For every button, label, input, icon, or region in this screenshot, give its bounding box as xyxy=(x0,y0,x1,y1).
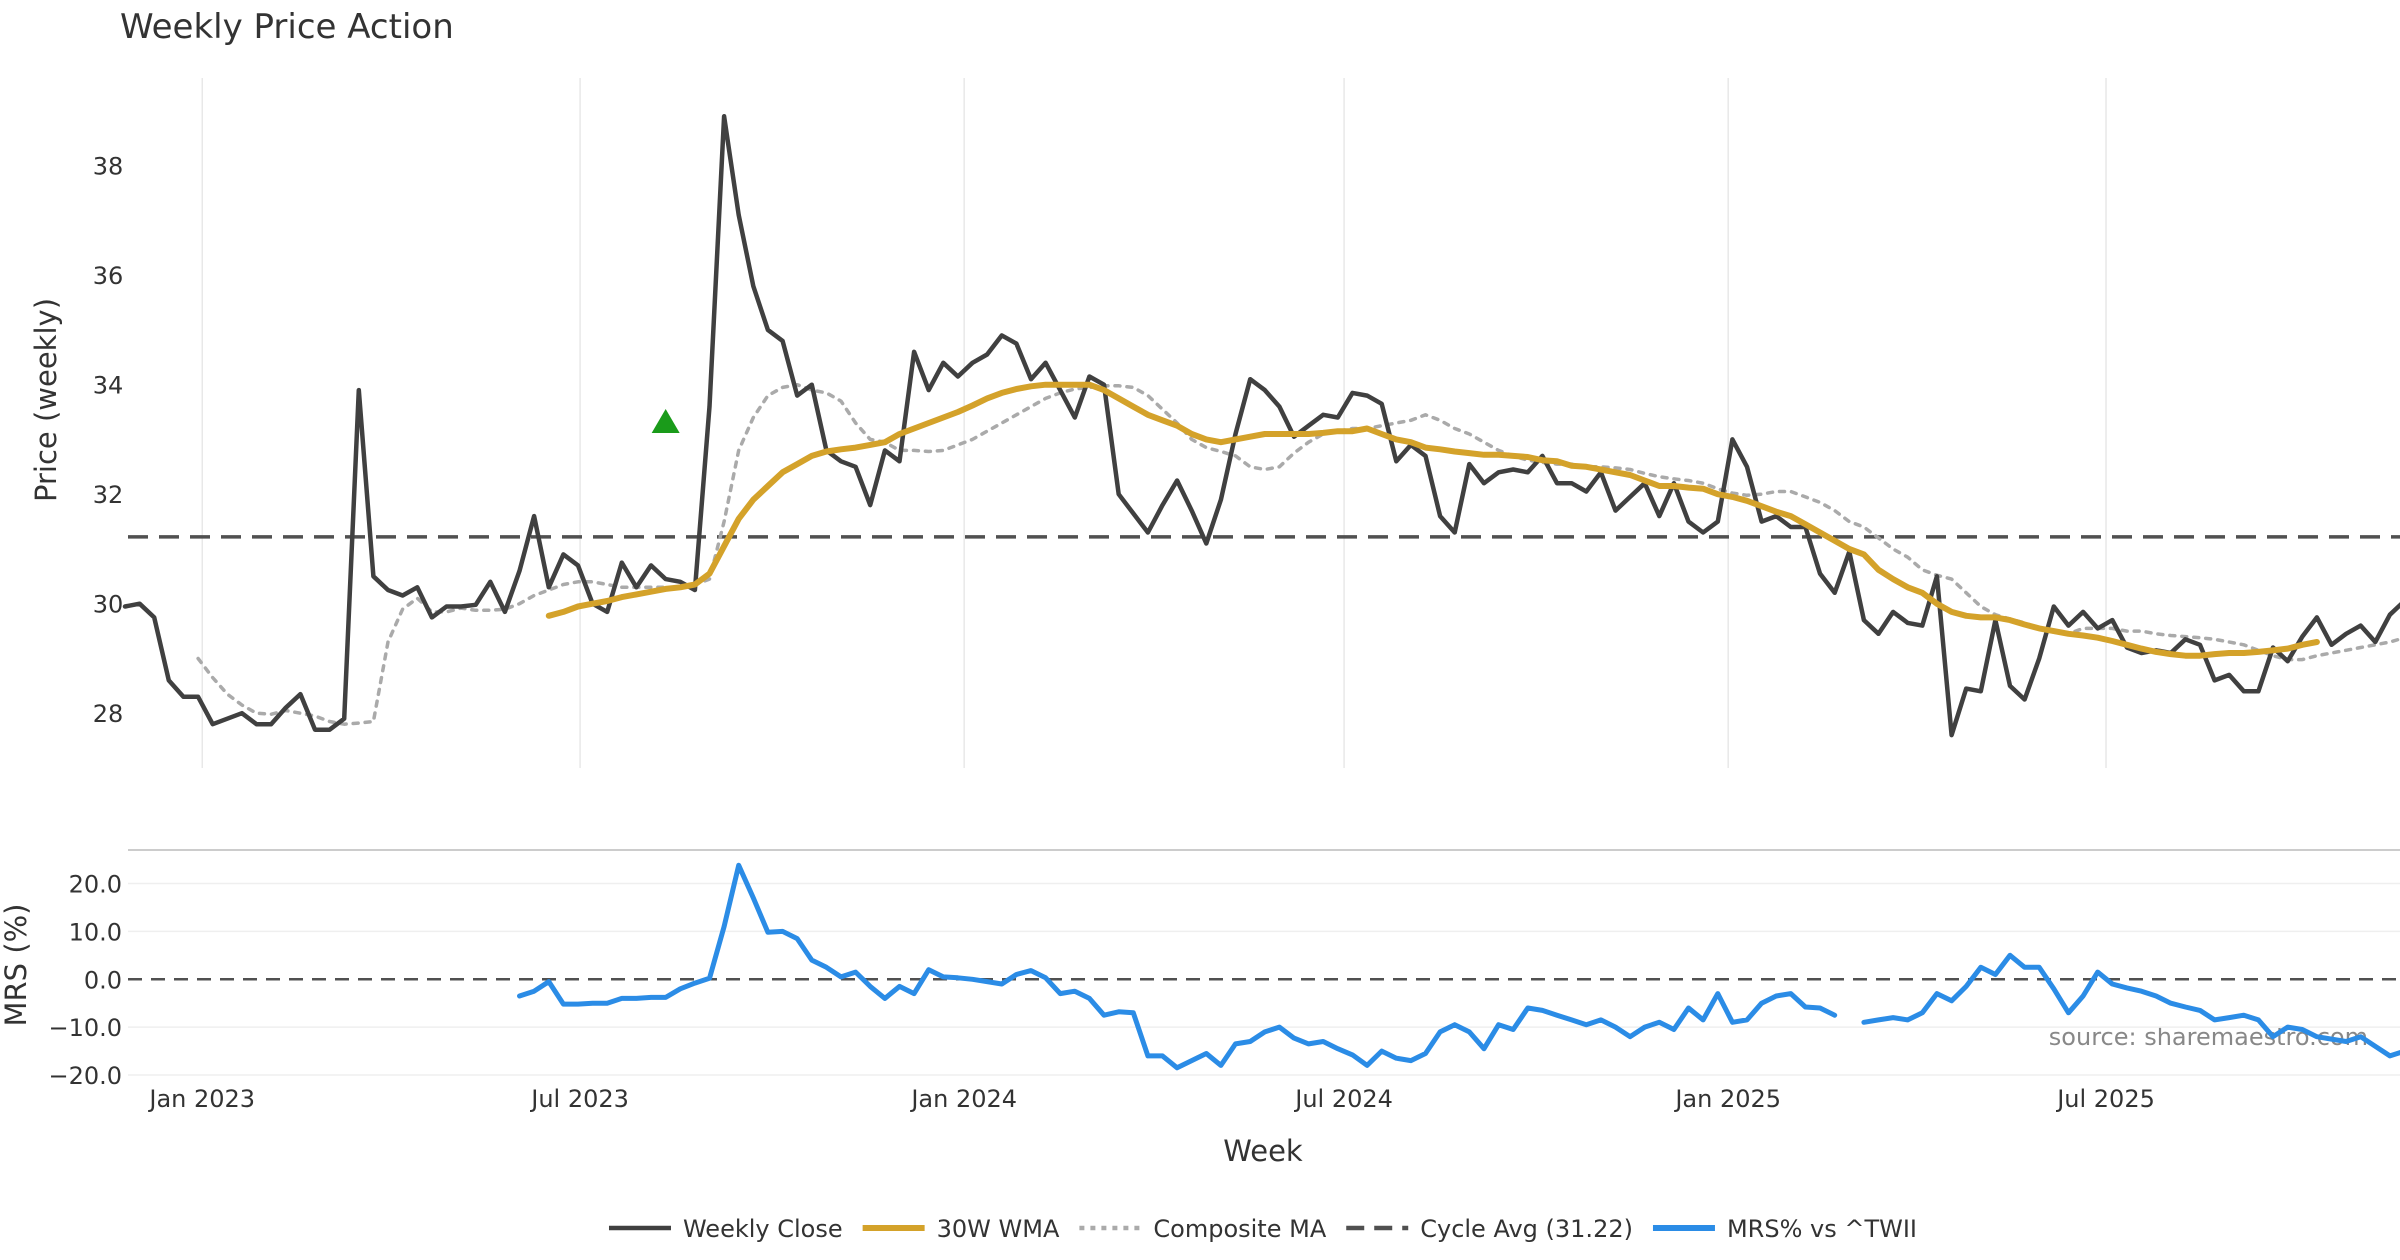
x-tick-jan-2023: Jan 2023 xyxy=(147,1085,255,1113)
mrs-y-tick-10-0: −10.0 xyxy=(48,1014,122,1042)
legend-label-cycle-avg-31-22: Cycle Avg (31.22) xyxy=(1420,1215,1633,1243)
price-panel-grid xyxy=(201,78,2107,768)
legend-label-weekly-close: Weekly Close xyxy=(683,1215,843,1243)
x-tick-jan-2024: Jan 2024 xyxy=(909,1085,1017,1113)
mrs-series-layer xyxy=(128,862,2400,1071)
legend: Weekly Close 30W WMA Composite MA Cycle Avg… xyxy=(608,1215,1917,1243)
series-mrs-segment-2 xyxy=(1861,952,2400,1059)
price-y-ticks: 28 30 32 34 36 38 xyxy=(93,153,124,729)
x-ticks: Jan 2023 Jul 2023 Jan 2024 Jul 2024 Jan 2025… xyxy=(147,1085,2154,1113)
mrs-y-tick-20-0: −20.0 xyxy=(48,1062,122,1090)
series-composite-ma xyxy=(196,382,2400,726)
price-y-tick-38: 38 xyxy=(93,153,124,181)
x-tick-jul-2023: Jul 2023 xyxy=(529,1085,629,1113)
price-y-tick-28: 28 xyxy=(93,700,124,728)
x-tick-jul-2025: Jul 2025 xyxy=(2055,1085,2155,1113)
legend-label-30w-wma: 30W WMA xyxy=(937,1215,1060,1243)
x-axis-title: Week xyxy=(1223,1134,1303,1168)
series-mrs-segment-1 xyxy=(517,862,1838,1071)
x-tick-jan-2025: Jan 2025 xyxy=(1673,1085,1781,1113)
signal-triangle-marker xyxy=(651,409,680,433)
mrs-y-tick-20-0: 20.0 xyxy=(69,871,122,899)
mrs-y-tick-10-0: 10.0 xyxy=(69,918,122,946)
price-y-axis-title: Price (weekly) xyxy=(29,298,63,502)
price-y-tick-36: 36 xyxy=(93,262,124,290)
price-series-layer xyxy=(122,114,2400,738)
mrs-y-tick-0-0: 0.0 xyxy=(84,966,122,994)
legend-label-composite-ma: Composite MA xyxy=(1153,1215,1326,1243)
mrs-y-axis-title: MRS (%) xyxy=(0,904,33,1027)
price-y-tick-32: 32 xyxy=(93,481,124,509)
chart-title: Weekly Price Action xyxy=(120,7,454,47)
price-y-tick-34: 34 xyxy=(93,372,124,400)
series-30w-wma xyxy=(545,381,2320,659)
mrs-y-ticks: 20.0 10.0 0.0 −10.0 −20.0 xyxy=(48,871,122,1090)
x-tick-jul-2024: Jul 2024 xyxy=(1293,1085,1393,1113)
series-weekly-close xyxy=(122,114,2400,738)
legend-label-mrs-vs-twii: MRS% vs ^TWII xyxy=(1727,1215,1917,1243)
mrs-panel-grid xyxy=(128,849,2400,1076)
price-y-tick-30: 30 xyxy=(93,591,124,619)
